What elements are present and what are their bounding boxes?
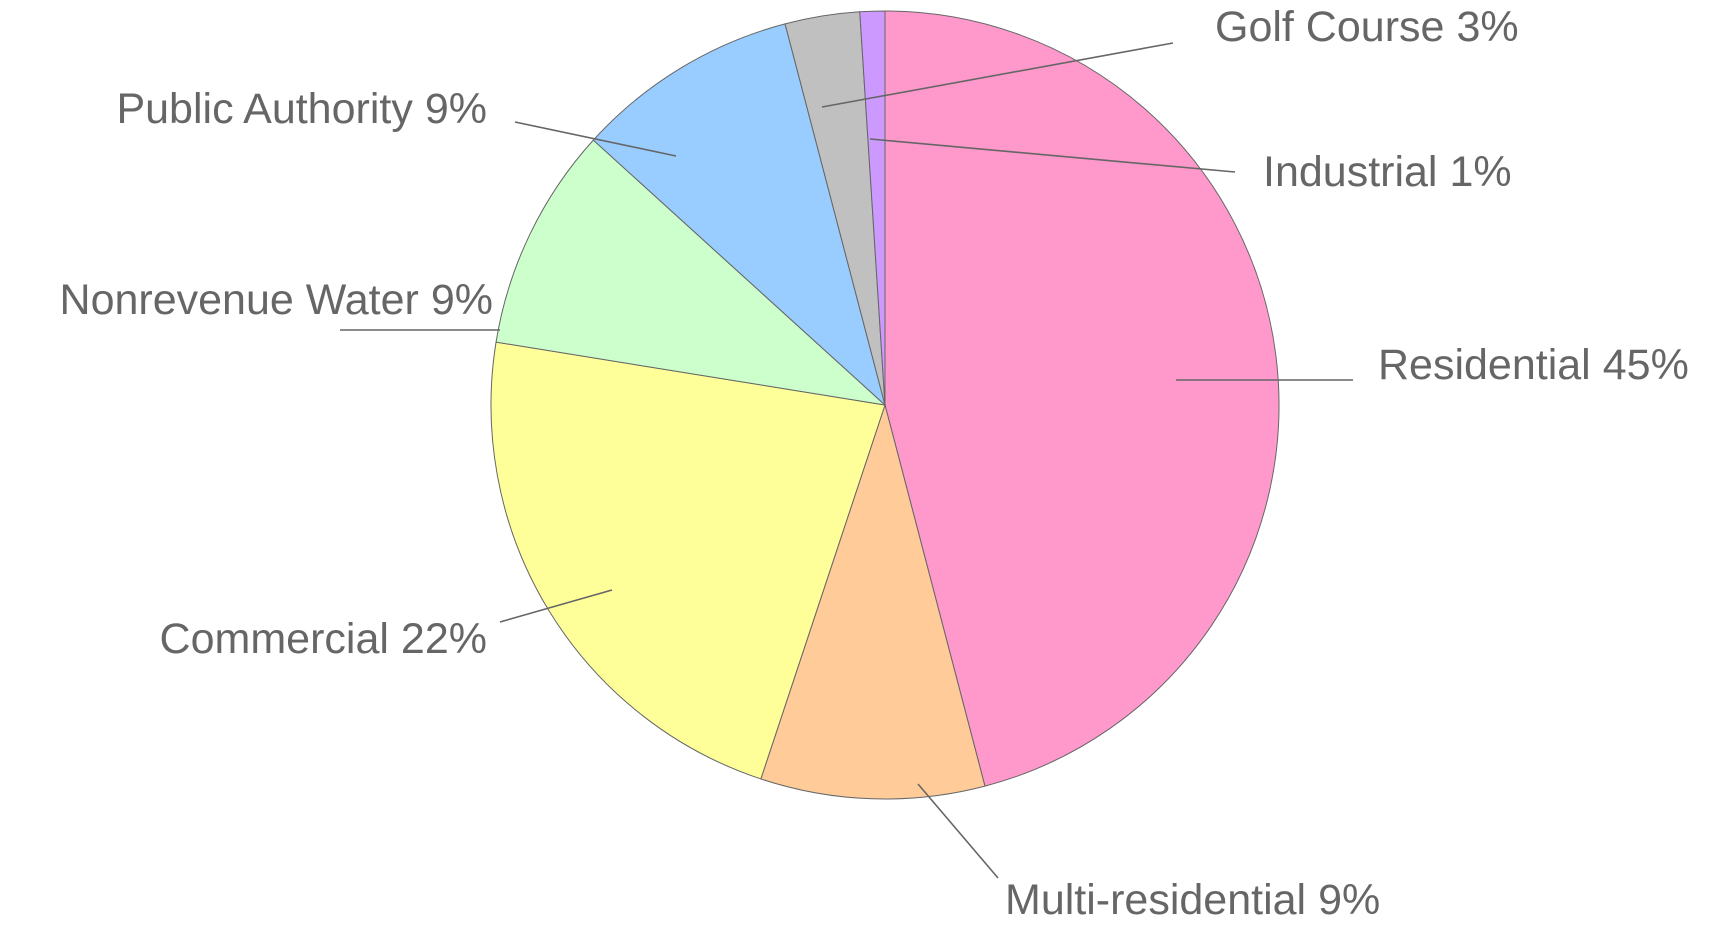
pie-slice bbox=[760, 403, 986, 800]
slice-category: Commercial bbox=[160, 615, 389, 663]
slice-category: Nonrevenue Water bbox=[60, 276, 419, 324]
slice-category: Multi-residential bbox=[1005, 876, 1306, 924]
slice-label: Residential 45% bbox=[1378, 341, 1689, 389]
slice-category: Golf Course bbox=[1215, 3, 1444, 51]
slice-value-label: 9% bbox=[431, 276, 493, 324]
slice-value-label: 22% bbox=[401, 615, 487, 663]
slice-label: Golf Course 3% bbox=[1215, 3, 1519, 51]
slice-category: Industrial bbox=[1263, 148, 1437, 196]
slice-label: Nonrevenue Water 9% bbox=[60, 276, 493, 324]
slice-value-label: 3% bbox=[1456, 3, 1518, 51]
leader-line bbox=[917, 783, 999, 879]
pie-slice bbox=[495, 139, 887, 406]
pie-slice bbox=[884, 10, 1280, 787]
slice-value-label: 45% bbox=[1603, 341, 1689, 389]
slice-value-label: 9% bbox=[425, 85, 487, 133]
pie-slice bbox=[490, 341, 886, 780]
pie-slice bbox=[859, 10, 886, 406]
slice-category: Residential bbox=[1378, 341, 1591, 389]
slice-label: Public Authority 9% bbox=[116, 85, 487, 133]
leader-line bbox=[514, 121, 677, 157]
leader-line bbox=[869, 138, 1236, 173]
slice-category: Public Authority bbox=[116, 85, 413, 133]
slice-value-label: 9% bbox=[1318, 876, 1380, 924]
slice-value-label: 1% bbox=[1449, 148, 1511, 196]
slice-label: Multi-residential 9% bbox=[1005, 876, 1380, 924]
slice-label: Commercial 22% bbox=[160, 615, 487, 663]
slice-label: Industrial 1% bbox=[1263, 148, 1512, 196]
leader-line bbox=[499, 589, 613, 623]
leader-line bbox=[821, 42, 1174, 108]
pie-slice bbox=[592, 23, 886, 407]
